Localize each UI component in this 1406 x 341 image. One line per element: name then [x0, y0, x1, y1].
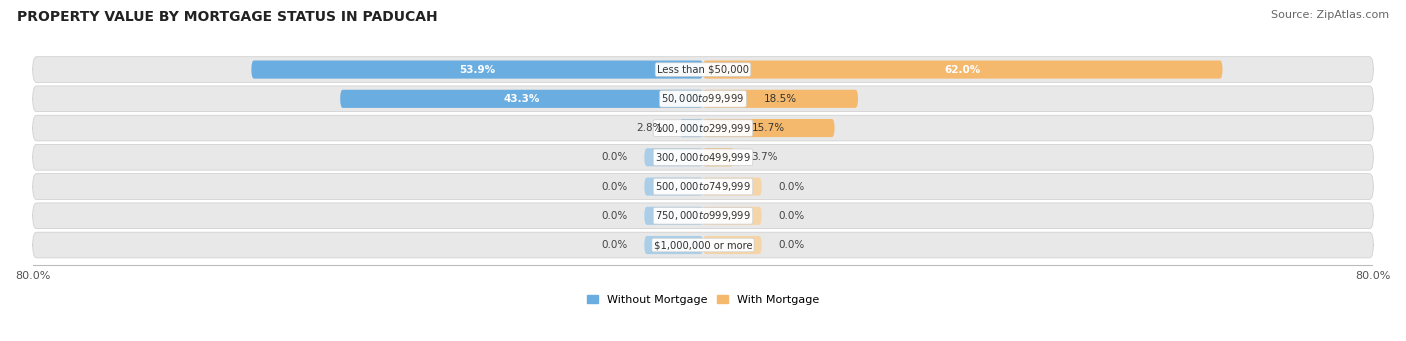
FancyBboxPatch shape [644, 177, 703, 196]
Text: $1,000,000 or more: $1,000,000 or more [654, 240, 752, 250]
FancyBboxPatch shape [703, 119, 835, 137]
Text: $50,000 to $99,999: $50,000 to $99,999 [661, 92, 745, 105]
Text: 0.0%: 0.0% [602, 240, 627, 250]
Text: 3.7%: 3.7% [751, 152, 778, 162]
FancyBboxPatch shape [703, 148, 734, 166]
Text: 0.0%: 0.0% [602, 211, 627, 221]
FancyBboxPatch shape [32, 115, 1374, 141]
FancyBboxPatch shape [703, 236, 762, 254]
Text: $750,000 to $999,999: $750,000 to $999,999 [655, 209, 751, 222]
Text: 15.7%: 15.7% [752, 123, 786, 133]
FancyBboxPatch shape [32, 145, 1374, 170]
Text: 0.0%: 0.0% [779, 181, 804, 192]
FancyBboxPatch shape [252, 60, 703, 79]
FancyBboxPatch shape [32, 57, 1374, 83]
FancyBboxPatch shape [644, 207, 703, 225]
FancyBboxPatch shape [703, 177, 762, 196]
FancyBboxPatch shape [703, 60, 1222, 79]
Text: 0.0%: 0.0% [602, 181, 627, 192]
FancyBboxPatch shape [32, 174, 1374, 199]
FancyBboxPatch shape [340, 90, 703, 108]
FancyBboxPatch shape [644, 148, 703, 166]
Text: Source: ZipAtlas.com: Source: ZipAtlas.com [1271, 10, 1389, 20]
FancyBboxPatch shape [703, 90, 858, 108]
Text: $100,000 to $299,999: $100,000 to $299,999 [655, 121, 751, 135]
FancyBboxPatch shape [32, 86, 1374, 112]
Legend: Without Mortgage, With Mortgage: Without Mortgage, With Mortgage [582, 290, 824, 309]
Text: 53.9%: 53.9% [460, 64, 495, 75]
Text: 0.0%: 0.0% [779, 211, 804, 221]
Text: $300,000 to $499,999: $300,000 to $499,999 [655, 151, 751, 164]
Text: 2.8%: 2.8% [637, 123, 662, 133]
FancyBboxPatch shape [644, 236, 703, 254]
FancyBboxPatch shape [32, 203, 1374, 229]
Text: 0.0%: 0.0% [602, 152, 627, 162]
Text: PROPERTY VALUE BY MORTGAGE STATUS IN PADUCAH: PROPERTY VALUE BY MORTGAGE STATUS IN PAD… [17, 10, 437, 24]
Text: 0.0%: 0.0% [779, 240, 804, 250]
FancyBboxPatch shape [679, 119, 703, 137]
FancyBboxPatch shape [32, 232, 1374, 258]
Text: 43.3%: 43.3% [503, 94, 540, 104]
FancyBboxPatch shape [703, 207, 762, 225]
Text: Less than $50,000: Less than $50,000 [657, 64, 749, 75]
Text: 62.0%: 62.0% [945, 64, 981, 75]
Text: $500,000 to $749,999: $500,000 to $749,999 [655, 180, 751, 193]
Text: 18.5%: 18.5% [763, 94, 797, 104]
